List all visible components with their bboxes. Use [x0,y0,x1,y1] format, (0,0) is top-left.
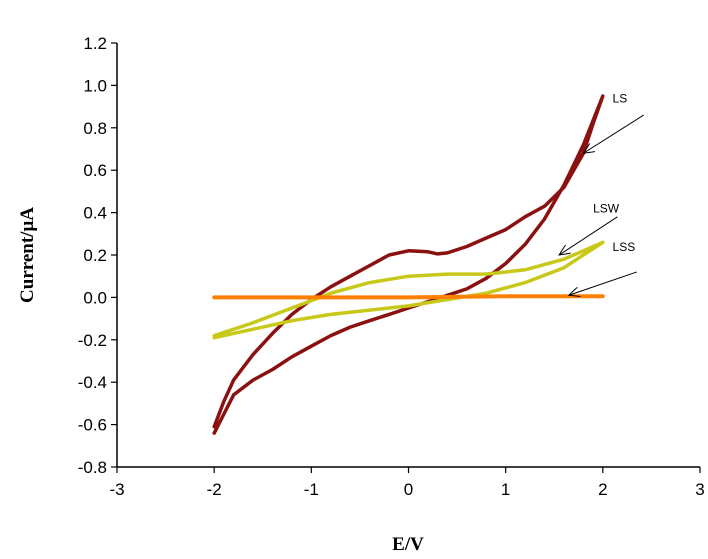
series-lss-line [212,294,605,300]
y-tick-label: 1.2 [83,34,107,53]
x-tick-label: 1 [501,480,510,499]
y-axis-title: Current/μA [17,207,38,303]
annotations: LS LSW LSS [559,91,644,295]
y-tick-label: -0.4 [78,373,107,392]
y-tick-label: 0.0 [83,288,107,307]
series-ls-line [212,94,605,435]
x-tick-label: -3 [109,480,124,499]
y-tick-label: 1.0 [83,76,107,95]
x-axis-title: E/V [392,534,424,555]
annotation-arrow-lsw [559,216,618,255]
x-tick-label: -2 [207,480,222,499]
y-tick-label: 0.2 [83,246,107,265]
series-lsw-line [212,240,605,340]
x-tick-label: -1 [304,480,319,499]
y-tick-label: 0.8 [83,119,107,138]
x-tick-label: 3 [695,480,704,499]
y-tick-label: 0.6 [83,161,107,180]
annotation-label-lss: LSS [613,240,636,254]
annotation-arrow-lss [569,271,638,295]
series-group [212,94,605,435]
y-tick-label: -0.6 [78,416,107,435]
x-tick-label: 2 [598,480,607,499]
y-tick-label: -0.2 [78,331,107,350]
y-tick-label: -0.8 [78,458,107,477]
annotation-label-ls: LS [613,91,628,105]
annotation-arrow-ls [583,114,644,153]
y-tick-label: 0.4 [83,204,107,223]
x-tick-label: 0 [404,480,413,499]
annotation-label-lsw: LSW [593,202,620,216]
axes: 1.2 1.0 0.8 0.6 0.4 0.2 0.0 -0.2 -0.4 -0.6 -0.8-3 -… [78,34,705,499]
